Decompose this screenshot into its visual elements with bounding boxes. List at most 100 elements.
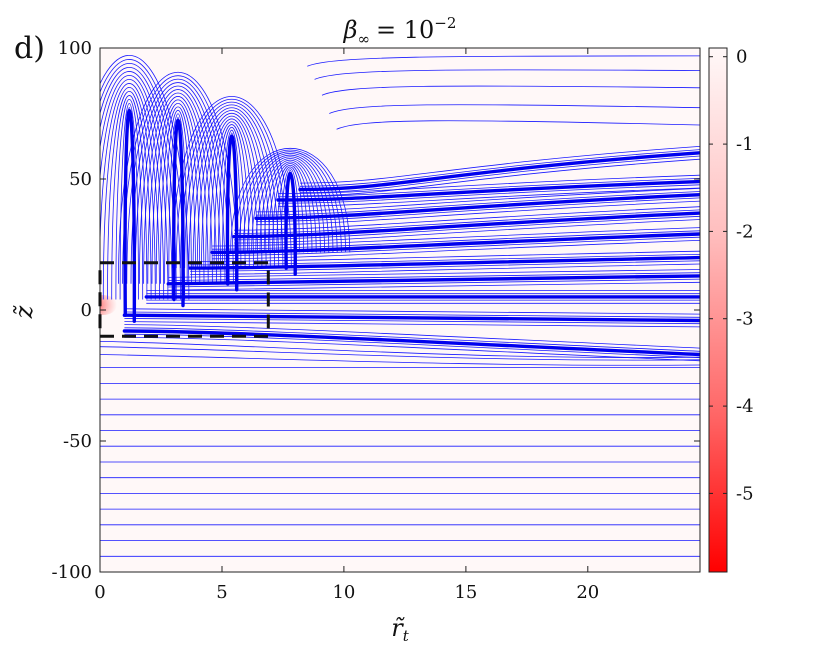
finger-contour (100, 83, 160, 300)
finger-contour (171, 96, 292, 269)
wake-band-contour (124, 327, 700, 352)
wake-ridge (188, 255, 700, 270)
wake-band-contour (124, 324, 700, 349)
finger-contour (111, 95, 148, 300)
finger-contour (238, 151, 342, 253)
wake-band-contour (234, 219, 700, 244)
finger-contour (259, 159, 321, 253)
upper-contour (307, 55, 700, 67)
finger-contour (251, 156, 330, 253)
wake-band-contour (212, 240, 700, 260)
x-tick-label: 0 (94, 582, 105, 603)
wake-band-contour (190, 260, 700, 272)
finger-ridge (284, 171, 297, 276)
x-axis: 0 5 10 15 20 (94, 48, 599, 603)
finger-ridge (172, 118, 185, 308)
colorbar-tick-label: 0 (736, 47, 747, 68)
finger-contour (268, 163, 313, 253)
wake-band-contour (277, 187, 700, 207)
finger-contour (164, 110, 192, 284)
finger-ridge (123, 108, 137, 323)
wake-band-contour (124, 337, 700, 362)
wake-band-contour (277, 178, 700, 198)
y-axis: 100 50 0 -50 -100 (52, 38, 700, 583)
y-tick-label: 100 (58, 38, 92, 59)
upper-contour (336, 120, 700, 130)
wake-ridge (122, 313, 700, 323)
title-symbol: β (343, 16, 358, 44)
wake-band-contour (234, 206, 700, 231)
finger-contour (155, 103, 201, 284)
inset-box (98, 261, 270, 338)
lower-contour (100, 346, 700, 361)
finger-contour (217, 127, 246, 269)
finger-contour (196, 112, 267, 269)
thick-contours (122, 108, 700, 357)
x-tick-label: 15 (454, 582, 477, 603)
finger-contour (100, 67, 177, 300)
lower-contour (100, 354, 700, 366)
finger-contour (160, 106, 196, 284)
finger-contour (247, 154, 334, 253)
contour-plot (100, 54, 700, 572)
wake-band-contour (299, 158, 700, 197)
wake-band-contour (212, 230, 700, 250)
wake-band-contour (190, 254, 700, 266)
colorbar-tick-label: -3 (736, 309, 754, 330)
x-tick-label: 10 (332, 582, 355, 603)
wake-ridge (122, 329, 700, 357)
y-tick-label: 0 (81, 300, 92, 321)
wake-band-contour (299, 149, 700, 187)
finger-contour (280, 168, 300, 253)
wake-band-contour (212, 236, 700, 256)
lower-contour (100, 341, 700, 358)
finger-contour (130, 82, 226, 284)
title-sup: −2 (434, 14, 456, 32)
wake-ridge (298, 151, 700, 192)
wake-band-contour (234, 209, 700, 234)
finger-contour (100, 59, 186, 300)
wake-ridge (232, 211, 700, 239)
y-tick-label: 50 (69, 169, 92, 190)
finger-contour (102, 87, 156, 300)
upper-contour (314, 69, 700, 80)
finger-contour (107, 91, 152, 300)
finger-contour (100, 78, 165, 300)
colorbar (708, 47, 728, 573)
wake-ridge (254, 193, 700, 220)
y-tick-label: -100 (52, 562, 92, 583)
upper-contour (321, 85, 700, 96)
y-tick-label: -50 (63, 431, 92, 452)
wake-band-contour (299, 155, 700, 194)
upper-contour (329, 104, 700, 114)
title-rel: = 10 (376, 16, 434, 44)
xlabel-sub: t (403, 627, 410, 645)
finger-contour (115, 99, 144, 300)
finger-ridge (225, 134, 239, 292)
thin-contours (100, 54, 700, 572)
x-tick-label: 20 (576, 582, 599, 603)
finger-contour (209, 121, 254, 269)
colorbar-ticks: 0 -1 -2 -3 -4 -5 (709, 47, 754, 504)
colorbar-tick-label: -4 (736, 396, 754, 417)
finger-contour (201, 115, 263, 269)
title-sub: ∞ (357, 30, 370, 48)
finger-contour (242, 153, 338, 253)
finger-contour (213, 124, 250, 269)
colorbar-tick-label: -2 (736, 221, 754, 242)
x-axis-label: r̃t (391, 614, 409, 645)
panel-label: d) (14, 31, 45, 66)
finger-contour (168, 113, 188, 284)
wake-band-contour (212, 227, 700, 247)
colorbar-tick-label: -5 (736, 483, 754, 504)
xlabel-symbol: r̃ (391, 614, 405, 642)
finger-contour (151, 99, 205, 284)
wake-band-contour (234, 215, 700, 241)
wake-band-contour (277, 174, 700, 194)
colorbar-tick-label: -1 (736, 134, 754, 155)
wake-ridge (166, 274, 700, 286)
wake-band-contour (190, 263, 700, 275)
wake-band-contour (299, 146, 700, 184)
chart-title: β∞ = 10−2 (343, 14, 457, 48)
